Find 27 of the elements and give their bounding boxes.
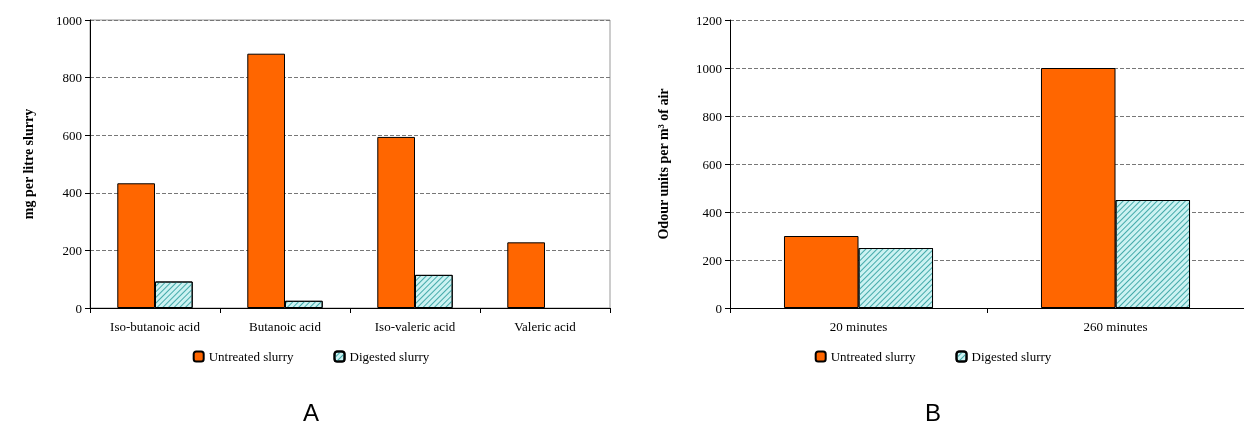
y-tick-label: 600 <box>702 156 722 172</box>
x-tick-label: Valeric acid <box>514 319 577 334</box>
legend-label: Digested slurry <box>971 349 1052 364</box>
y-tick-label: 200 <box>62 242 82 258</box>
legend-label: Digested slurry <box>349 349 430 364</box>
x-tick-label: 20 minutes <box>829 319 888 334</box>
y-axis-title: mg per litre slurry <box>20 108 36 220</box>
x-tick-label: 260 minutes <box>1083 319 1148 334</box>
legend-label: Untreated slurry <box>208 349 295 364</box>
y-tick-label: 0 <box>75 300 82 316</box>
x-tick-label: Iso-valeric acid <box>374 319 456 334</box>
y-tick-label: 800 <box>702 108 722 124</box>
text: A <box>303 398 320 426</box>
y-tick-label: 1200 <box>696 12 722 28</box>
x-tick-label: Butanoic acid <box>249 319 322 334</box>
legend-label: Untreated slurry <box>830 349 917 364</box>
y-tick-label: 400 <box>702 204 722 220</box>
y-tick-label: 400 <box>62 185 82 201</box>
y-tick-label: 200 <box>702 252 722 268</box>
x-tick-label: Iso-butanoic acid <box>110 319 201 334</box>
y-tick-label: 0 <box>715 300 722 316</box>
y-tick-label: 600 <box>62 127 82 143</box>
y-tick-label: 1000 <box>696 60 722 76</box>
y-tick-label: 800 <box>62 70 82 86</box>
y-axis-title: Odour units per m³ of air <box>655 88 671 240</box>
text: B <box>925 398 942 426</box>
y-tick-label: 1000 <box>56 12 82 28</box>
